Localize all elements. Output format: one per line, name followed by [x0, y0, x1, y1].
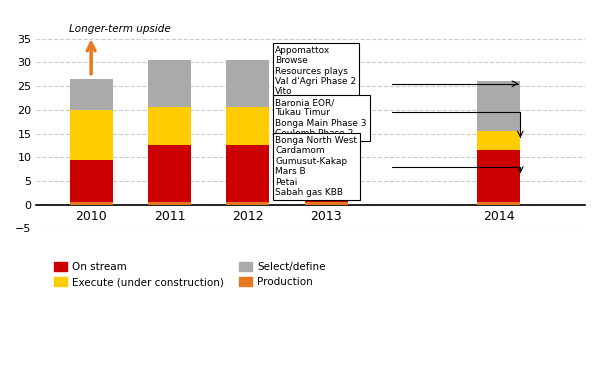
Bar — [305, 202, 348, 205]
Bar — [477, 202, 520, 205]
Legend: On stream, Execute (under construction), Select/define, Production: On stream, Execute (under construction),… — [50, 258, 330, 291]
Bar — [305, 112, 348, 146]
Bar — [226, 108, 269, 146]
Bar — [70, 110, 113, 160]
Text: Longer-term upside: Longer-term upside — [69, 24, 171, 34]
Bar — [148, 108, 191, 146]
Bar — [70, 202, 113, 205]
Bar — [70, 160, 113, 202]
Bar — [477, 150, 520, 202]
Bar — [305, 146, 348, 202]
Bar — [477, 82, 520, 131]
Bar — [70, 79, 113, 110]
Text: Baronia EOR/
Tukau Timur
Bonga Main Phase 3
Coulomb Phase 2: Baronia EOR/ Tukau Timur Bonga Main Phas… — [275, 98, 367, 138]
Text: Appomattox
Browse
Resources plays
Val d'Agri Phase 2
Vito
Others: Appomattox Browse Resources plays Val d'… — [275, 46, 356, 107]
Bar — [148, 146, 191, 202]
Bar — [148, 60, 191, 108]
Bar — [148, 202, 191, 205]
Bar — [477, 131, 520, 150]
Bar — [226, 146, 269, 202]
Bar — [226, 60, 269, 108]
Bar — [305, 74, 348, 112]
Text: Bonga North West
Cardamom
Gumusut-Kakap
Mars B
Petai
Sabah gas KBB: Bonga North West Cardamom Gumusut-Kakap … — [275, 136, 358, 197]
Bar — [226, 202, 269, 205]
